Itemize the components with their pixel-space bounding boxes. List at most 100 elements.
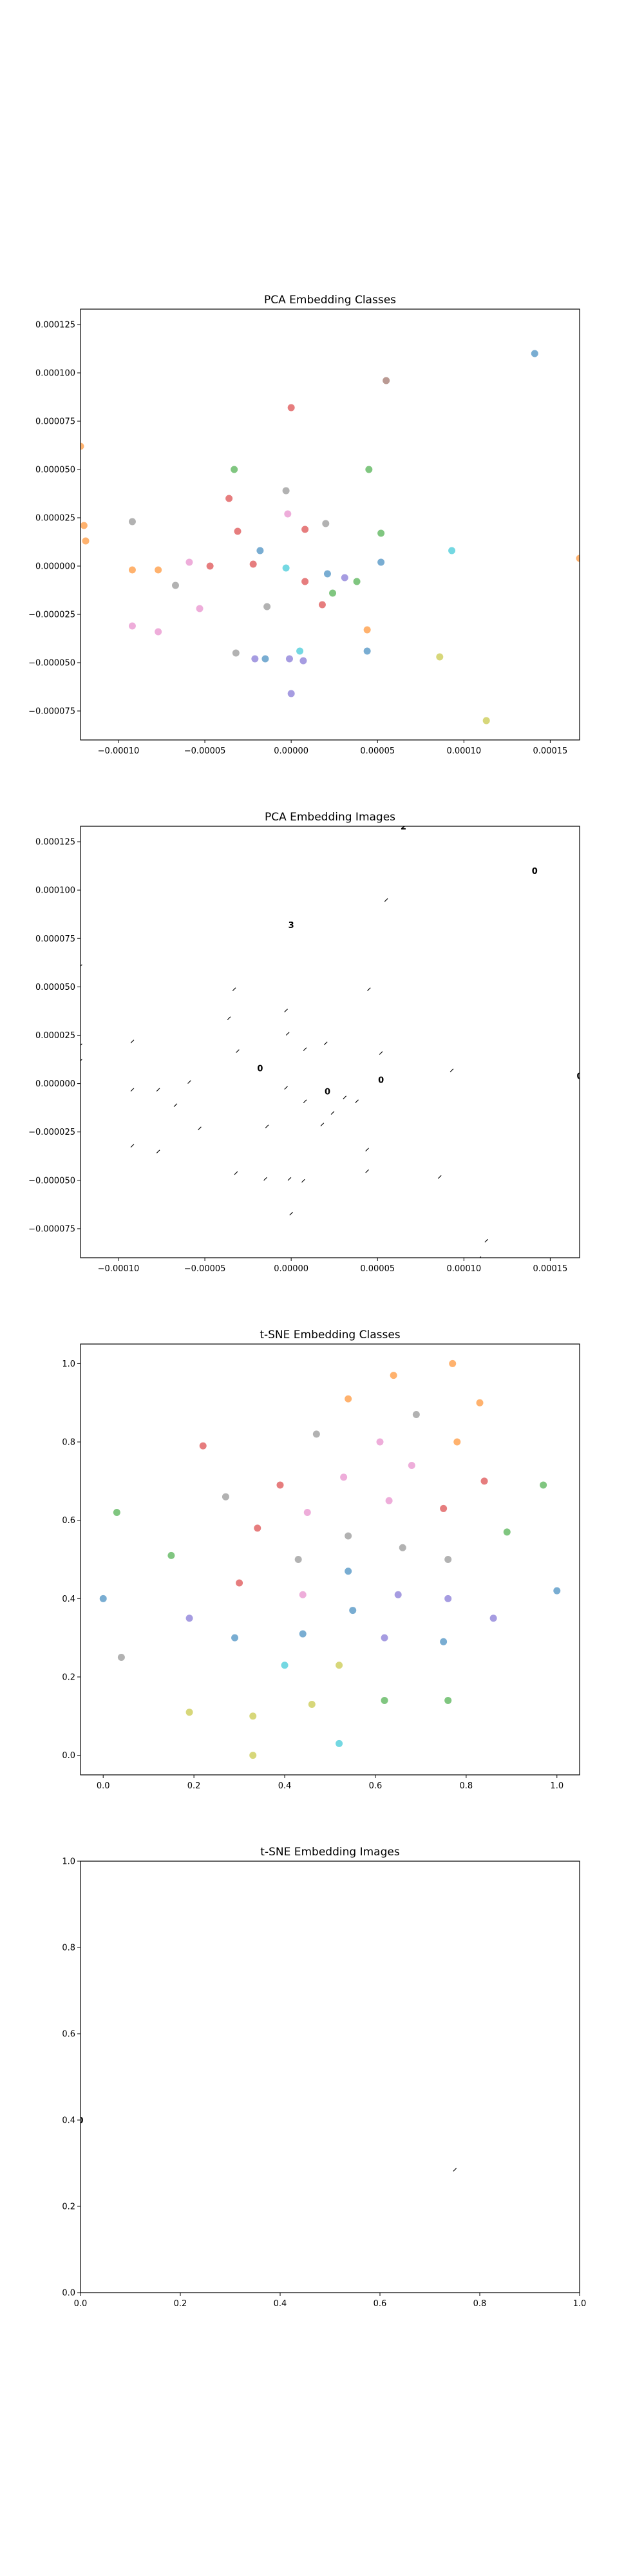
x-tick-label: −0.00010	[98, 746, 140, 756]
data-point	[489, 1615, 497, 1622]
y-tick-label: −0.000050	[28, 1176, 75, 1186]
data-point	[261, 655, 269, 663]
image-thumbnail-point: ⸝	[286, 1027, 290, 1037]
y-tick-label: 0.000075	[35, 934, 75, 944]
data-point	[576, 554, 580, 562]
chart-title: t-SNE Embedding Images	[260, 1846, 400, 1859]
data-point	[301, 526, 309, 533]
data-point	[234, 527, 242, 535]
y-tick-label: −0.000050	[28, 659, 75, 668]
data-point	[249, 1712, 257, 1720]
data-point	[345, 1395, 352, 1403]
data-point	[185, 558, 193, 566]
data-point	[340, 1473, 348, 1481]
data-point	[503, 1528, 511, 1536]
data-point	[99, 1595, 107, 1602]
data-point	[440, 1638, 448, 1645]
data-point	[117, 1654, 125, 1662]
y-tick-label: −0.000075	[28, 707, 75, 717]
image-thumbnail-point: ⸝	[156, 1084, 160, 1094]
image-thumbnail-point: ⸝	[156, 1146, 160, 1155]
data-point	[480, 1477, 488, 1485]
y-tick-label: 0.000125	[35, 321, 75, 330]
data-point	[299, 1630, 307, 1638]
data-point	[303, 1509, 311, 1517]
image-thumbnail-point: ⸝	[303, 1043, 307, 1053]
image-thumbnail-point: 0	[532, 867, 538, 876]
data-point	[323, 570, 331, 578]
image-thumbnail-point: ⸝	[265, 1121, 269, 1130]
x-tick-label: 0.00015	[533, 746, 568, 756]
data-point	[312, 1430, 320, 1438]
data-point	[199, 1442, 207, 1450]
x-tick-label: 0.8	[460, 1781, 473, 1791]
data-point	[336, 1662, 343, 1669]
image-thumbnail-point: ⸝	[187, 1076, 192, 1086]
data-point	[476, 1399, 484, 1406]
data-point	[318, 601, 326, 609]
y-tick-label: 0.2	[62, 2202, 75, 2212]
data-point	[381, 1634, 388, 1642]
data-point	[249, 560, 257, 568]
image-thumbnail-point: ⸝	[284, 1004, 289, 1014]
data-point	[299, 1591, 307, 1598]
data-point	[440, 1504, 448, 1512]
x-tick-label: 1.0	[550, 1781, 564, 1791]
data-point	[399, 1544, 406, 1551]
y-tick-label: 0.0	[62, 1751, 75, 1761]
image-thumbnail-point: 2	[401, 822, 406, 832]
data-point	[296, 647, 304, 655]
image-thumbnail-point: ⸝	[130, 1084, 135, 1094]
data-point	[225, 495, 233, 502]
data-point	[222, 1493, 229, 1501]
image-thumbnail-point: ⸝	[365, 1144, 370, 1153]
plot-frame	[80, 1861, 580, 2293]
chart-title: PCA Embedding Images	[265, 811, 395, 824]
y-tick-label: −0.000075	[28, 1224, 75, 1234]
image-thumbnail-point: ⸝	[484, 1235, 489, 1244]
y-tick-label: 1.0	[62, 1857, 75, 1867]
data-point	[249, 1752, 257, 1759]
data-point	[349, 1607, 357, 1615]
data-point	[128, 518, 136, 526]
data-point	[294, 1556, 302, 1563]
image-thumbnail-point: ⸝	[343, 1092, 347, 1101]
data-point	[167, 1551, 175, 1559]
image-thumbnail-point: ⸝	[477, 1252, 482, 1262]
x-tick-label: 0.2	[174, 2299, 187, 2309]
image-thumbnail-point: 3	[289, 921, 294, 931]
image-thumbnail-point: ⸝	[450, 1065, 454, 1074]
data-point	[196, 605, 204, 612]
image-thumbnail-point: ⸝	[367, 983, 372, 992]
x-tick-label: −0.00010	[98, 1264, 140, 1274]
data-point	[363, 647, 371, 655]
y-tick-label: 0.000050	[35, 983, 75, 992]
image-thumbnail-point: ⸝	[384, 894, 388, 904]
y-tick-label: 0.4	[62, 2116, 75, 2126]
data-point	[376, 1438, 384, 1446]
chart-panel: t-SNE Embedding Classes 0.0 0.2 0.4 0.6 0.8 1.…	[62, 1329, 580, 1791]
y-tick-label: −0.000025	[28, 611, 75, 620]
data-point	[449, 1359, 457, 1367]
y-tick-label: 0.000100	[35, 886, 75, 896]
data-point	[231, 1634, 239, 1642]
data-point	[171, 582, 179, 589]
image-thumbnail-point: ⸝	[438, 1171, 442, 1180]
y-tick-label: −0.000025	[28, 1128, 75, 1137]
data-point	[531, 350, 538, 357]
y-tick-label: 0.000025	[35, 1031, 75, 1041]
x-tick-label: 0.00000	[274, 1264, 308, 1274]
points-group	[80, 350, 580, 724]
data-point	[345, 1567, 352, 1575]
y-tick-label: 0.8	[62, 1438, 75, 1448]
data-point	[444, 1696, 452, 1704]
data-point	[185, 1615, 193, 1622]
data-point	[263, 603, 271, 611]
chart-title: t-SNE Embedding Classes	[260, 1329, 400, 1341]
image-thumbnail-point: ⸝	[287, 1173, 292, 1182]
x-tick-label: −0.00005	[184, 746, 226, 756]
data-point	[287, 404, 295, 412]
y-tick-label: 0.2	[62, 1672, 75, 1682]
